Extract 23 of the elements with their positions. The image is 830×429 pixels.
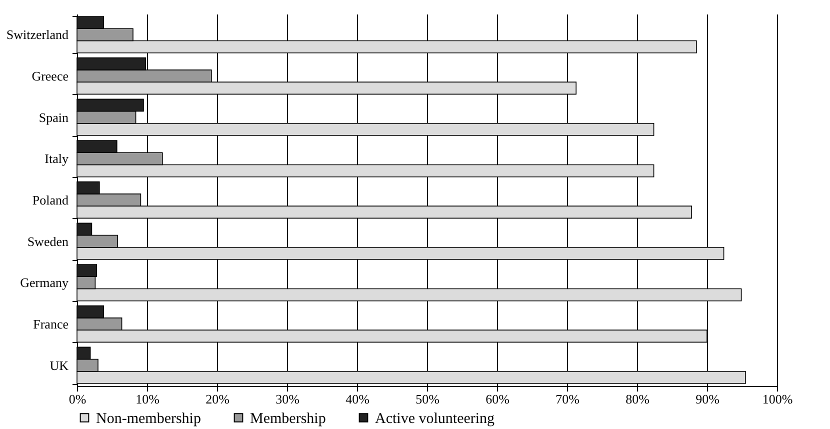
y-tick-label: Sweden [27, 234, 69, 249]
legend-label: Membership [250, 410, 326, 427]
x-tick-label: 60% [486, 392, 510, 406]
x-tick-label: 70% [556, 392, 580, 406]
y-tick-label: France [33, 316, 69, 332]
y-tick-label: Germany [20, 275, 69, 290]
x-tick-label: 40% [346, 392, 370, 406]
legend-label: Non-membership [96, 410, 201, 427]
x-tick-label: 20% [206, 392, 230, 406]
y-tick-label: Poland [32, 192, 69, 208]
legend-label: Active volunteering [375, 410, 496, 427]
x-tick-label: 30% [276, 392, 300, 406]
x-tick-label: 10% [136, 392, 160, 406]
y-tick-label: Greece [32, 68, 69, 84]
x-tick-label: 50% [416, 392, 440, 406]
x-tick-label: 90% [696, 392, 720, 406]
y-tick-label: Spain [38, 110, 69, 125]
x-tick-label: 0% [68, 392, 86, 406]
y-tick-label: UK [50, 358, 70, 373]
y-tick-label: Switzerland [6, 27, 69, 42]
y-tick-label: Italy [44, 151, 69, 166]
x-tick-label: 80% [626, 392, 650, 406]
x-tick-label: 100% [762, 392, 793, 406]
